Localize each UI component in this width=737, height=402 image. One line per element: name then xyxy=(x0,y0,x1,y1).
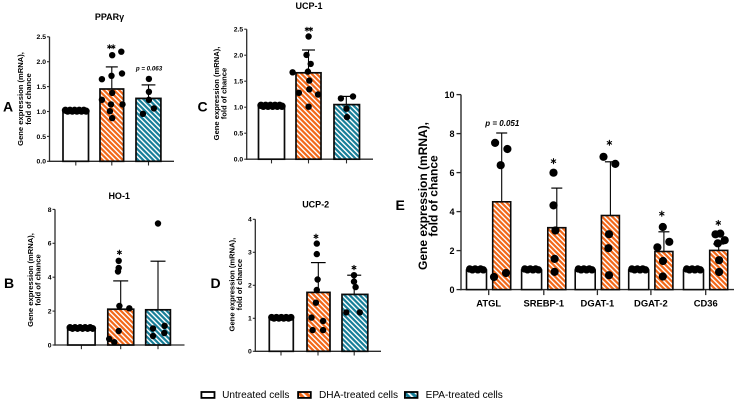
svg-text:4: 4 xyxy=(248,217,252,224)
svg-text:p = 0.063: p = 0.063 xyxy=(135,66,163,73)
svg-text:fold of chance: fold of chance xyxy=(33,254,42,305)
svg-text:2.5: 2.5 xyxy=(37,34,47,41)
svg-text:p = 0.051: p = 0.051 xyxy=(484,119,520,128)
svg-text:Gene expression (mRNA),: Gene expression (mRNA), xyxy=(16,52,25,146)
svg-text:SREBP-1: SREBP-1 xyxy=(523,298,564,309)
svg-text:Gene expression (mRNA),: Gene expression (mRNA), xyxy=(26,233,35,327)
svg-text:1.5: 1.5 xyxy=(234,79,244,86)
svg-text:DGAT-2: DGAT-2 xyxy=(634,298,668,309)
svg-text:EPA-treated cells: EPA-treated cells xyxy=(426,390,503,401)
svg-text:ATGL: ATGL xyxy=(476,298,501,309)
svg-text:D: D xyxy=(211,275,221,291)
svg-text:10: 10 xyxy=(444,90,454,100)
svg-text:2: 2 xyxy=(248,283,252,290)
svg-text:fold of chance: fold of chance xyxy=(24,73,33,124)
svg-text:E: E xyxy=(396,197,405,213)
svg-text:0: 0 xyxy=(248,349,252,356)
svg-text:2.0: 2.0 xyxy=(37,59,47,66)
svg-text:1.0: 1.0 xyxy=(37,109,47,116)
svg-text:6: 6 xyxy=(48,241,52,248)
svg-text:3: 3 xyxy=(248,250,252,257)
svg-text:1.0: 1.0 xyxy=(234,105,244,112)
svg-text:HO-1: HO-1 xyxy=(108,191,130,201)
svg-text:Gene expression (mRNA),: Gene expression (mRNA), xyxy=(212,47,221,141)
svg-text:Untreated cells: Untreated cells xyxy=(222,390,289,401)
svg-text:0.0: 0.0 xyxy=(37,159,47,166)
svg-text:A: A xyxy=(3,99,13,115)
svg-text:4: 4 xyxy=(449,207,454,217)
svg-text:0.5: 0.5 xyxy=(37,134,47,141)
svg-text:DGAT-1: DGAT-1 xyxy=(581,298,615,309)
svg-text:6: 6 xyxy=(449,168,454,178)
svg-text:UCP-1: UCP-1 xyxy=(295,1,322,11)
svg-text:0.0: 0.0 xyxy=(234,157,244,164)
svg-text:4: 4 xyxy=(48,275,52,282)
svg-text:B: B xyxy=(4,275,14,291)
svg-text:Gene expression (mRNA),: Gene expression (mRNA), xyxy=(227,238,236,332)
svg-text:2: 2 xyxy=(48,309,52,316)
svg-text:2.5: 2.5 xyxy=(234,27,244,34)
svg-text:2: 2 xyxy=(449,246,454,256)
svg-text:fold of chance: fold of chance xyxy=(235,259,244,310)
svg-text:8: 8 xyxy=(449,129,454,139)
svg-text:0: 0 xyxy=(48,342,52,349)
svg-text:1: 1 xyxy=(248,316,252,323)
svg-text:1.5: 1.5 xyxy=(37,84,47,91)
svg-text:2.0: 2.0 xyxy=(234,53,244,60)
svg-text:0: 0 xyxy=(449,285,454,295)
svg-text:8: 8 xyxy=(48,207,52,214)
svg-text:fold of chance: fold of chance xyxy=(427,155,441,237)
svg-text:C: C xyxy=(198,99,208,115)
svg-text:0.5: 0.5 xyxy=(234,131,244,138)
svg-text:Gene expression (mRNA),: Gene expression (mRNA), xyxy=(416,122,430,270)
svg-text:UCP-2: UCP-2 xyxy=(302,200,329,210)
svg-text:CD36: CD36 xyxy=(694,298,718,309)
svg-text:fold of chance: fold of chance xyxy=(220,68,229,119)
svg-text:PPARγ: PPARγ xyxy=(95,12,124,22)
svg-text:DHA-treated cells: DHA-treated cells xyxy=(319,390,398,401)
